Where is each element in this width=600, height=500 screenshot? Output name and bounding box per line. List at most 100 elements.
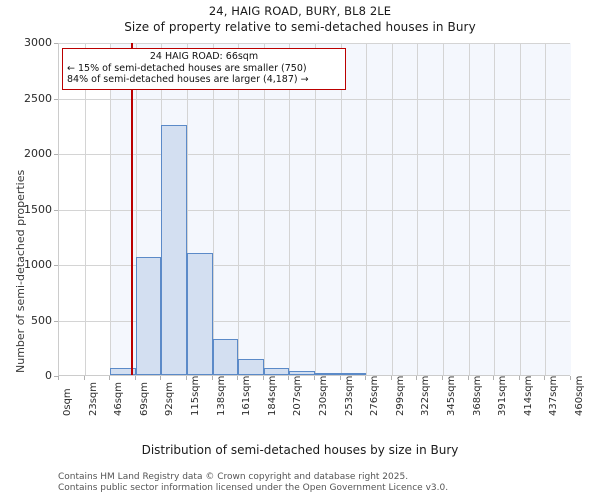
x-axis-tick-label: 368sqm bbox=[471, 375, 483, 416]
gridline-horizontal bbox=[59, 98, 570, 100]
histogram-bar bbox=[187, 252, 213, 375]
gridline-vertical bbox=[468, 43, 470, 375]
x-axis-tick-label: 299sqm bbox=[394, 375, 406, 416]
x-axis-tick-mark bbox=[493, 376, 495, 380]
histogram-bar bbox=[238, 359, 264, 375]
x-axis-tick-label: 0sqm bbox=[62, 388, 73, 416]
annotation-line-1: 24 HAIG ROAD: 66sqm bbox=[149, 51, 259, 62]
x-axis-tick-mark bbox=[339, 376, 341, 380]
x-axis-tick-label: 276sqm bbox=[369, 375, 381, 416]
x-axis-tick-label: 138sqm bbox=[215, 375, 227, 416]
x-axis-tick-label: 207sqm bbox=[292, 375, 304, 416]
chart-subtitle: Size of property relative to semi-detach… bbox=[124, 20, 476, 34]
gridline-vertical bbox=[84, 43, 86, 375]
gridline-vertical bbox=[340, 43, 342, 375]
gridline-vertical bbox=[519, 43, 521, 375]
x-axis-tick-label: 322sqm bbox=[420, 375, 432, 416]
x-axis-tick-label: 460sqm bbox=[574, 375, 585, 416]
x-axis-tick-mark bbox=[237, 376, 239, 380]
gridline-vertical bbox=[238, 43, 240, 375]
x-axis-tick-mark bbox=[160, 376, 162, 380]
x-axis-tick-label: 115sqm bbox=[190, 375, 201, 416]
property-size-marker-line bbox=[131, 43, 134, 375]
x-axis-tick-label: 345sqm bbox=[446, 375, 457, 416]
y-axis-tick-mark bbox=[54, 43, 58, 44]
gridline-horizontal bbox=[59, 320, 570, 322]
x-axis-tick-label: 161sqm bbox=[241, 375, 253, 416]
x-axis-tick-mark bbox=[390, 376, 392, 380]
x-axis-tick-label: 92sqm bbox=[164, 381, 176, 416]
footer-attribution: Contains HM Land Registry data © Crown c… bbox=[58, 472, 578, 494]
y-axis-tick-mark bbox=[54, 209, 58, 211]
x-axis-tick-mark bbox=[570, 376, 571, 380]
histogram-bar bbox=[135, 257, 162, 375]
x-axis-tick-mark bbox=[467, 376, 469, 380]
x-axis-tick-label: 46sqm bbox=[113, 381, 125, 416]
annotation-line-3: 84% of semi-detached houses are larger (… bbox=[67, 74, 309, 85]
histogram-bar bbox=[110, 368, 136, 375]
gridline-horizontal bbox=[59, 265, 570, 266]
y-axis-tick-mark bbox=[54, 376, 58, 377]
x-axis-tick-mark bbox=[262, 376, 264, 380]
histogram-bar bbox=[340, 373, 367, 375]
x-axis-tick-mark bbox=[109, 376, 111, 380]
footer-line-1: Contains HM Land Registry data © Crown c… bbox=[58, 472, 409, 482]
y-axis-tick-mark bbox=[54, 265, 58, 266]
y-axis-label: Number of semi-detached properties bbox=[14, 169, 27, 373]
gridline-horizontal bbox=[59, 209, 570, 211]
x-axis-tick-mark bbox=[416, 376, 418, 380]
gridline-vertical bbox=[417, 43, 419, 375]
y-axis-tick-mark bbox=[54, 320, 58, 322]
gridline-vertical bbox=[110, 43, 112, 375]
x-axis-tick-label: 391sqm bbox=[497, 375, 509, 416]
gridline-vertical bbox=[263, 43, 265, 375]
x-axis-tick-mark bbox=[518, 376, 520, 380]
footer-line-2: Contains public sector information licen… bbox=[58, 483, 449, 493]
histogram-bar bbox=[212, 339, 239, 375]
x-axis-tick-mark bbox=[211, 376, 213, 380]
annotation-box: 24 HAIG ROAD: 66sqm ← 15% of semi-detach… bbox=[62, 48, 346, 90]
gridline-vertical bbox=[212, 43, 214, 375]
histogram-bar bbox=[263, 368, 290, 375]
gridline-horizontal bbox=[59, 43, 570, 44]
x-axis-tick-label: 184sqm bbox=[266, 375, 278, 416]
x-axis-tick-label: 230sqm bbox=[318, 375, 329, 416]
gridline-vertical bbox=[315, 43, 316, 375]
gridline-vertical bbox=[135, 43, 137, 375]
annotation-line-2: ← 15% of semi-detached houses are smalle… bbox=[67, 62, 307, 74]
x-axis-tick-label: 414sqm bbox=[522, 375, 534, 416]
y-axis-tick-label: 3000 bbox=[24, 36, 52, 49]
histogram-bar bbox=[315, 373, 341, 375]
y-axis-tick-label: 2000 bbox=[24, 147, 52, 160]
histogram-bar bbox=[161, 125, 187, 375]
x-axis-tick-mark bbox=[83, 376, 85, 380]
x-axis-tick-mark bbox=[288, 376, 290, 380]
x-axis-tick-mark bbox=[442, 376, 443, 380]
gridline-vertical bbox=[391, 43, 393, 375]
x-axis-label: Distribution of semi-detached houses by … bbox=[141, 443, 459, 457]
y-axis-tick-label: 1500 bbox=[24, 202, 52, 216]
gridline-vertical bbox=[545, 43, 547, 375]
x-axis-tick-mark bbox=[58, 376, 59, 380]
plot-area bbox=[58, 43, 571, 376]
gridline-vertical bbox=[494, 43, 496, 375]
x-axis-tick-mark bbox=[314, 376, 315, 380]
x-axis-tick-mark bbox=[365, 376, 367, 380]
gridline-vertical bbox=[187, 43, 188, 375]
x-axis-tick-mark bbox=[186, 376, 187, 380]
y-axis-tick-mark bbox=[54, 98, 58, 100]
chart-title: 24, HAIG ROAD, BURY, BL8 2LE bbox=[208, 4, 392, 18]
gridline-vertical bbox=[366, 43, 368, 375]
histogram-bar bbox=[289, 371, 315, 375]
gridline-vertical bbox=[289, 43, 291, 375]
x-axis-tick-label: 253sqm bbox=[343, 375, 355, 416]
x-axis-tick-label: 69sqm bbox=[138, 381, 150, 416]
y-axis-tick-label: 0 bbox=[45, 369, 52, 382]
y-axis-tick-label: 2500 bbox=[24, 91, 52, 105]
gridline-vertical bbox=[443, 43, 444, 375]
gridline-horizontal bbox=[59, 154, 570, 155]
x-axis-tick-label: 23sqm bbox=[87, 381, 99, 416]
x-axis-tick-label: 437sqm bbox=[548, 375, 560, 416]
y-axis-tick-label: 500 bbox=[31, 313, 52, 327]
